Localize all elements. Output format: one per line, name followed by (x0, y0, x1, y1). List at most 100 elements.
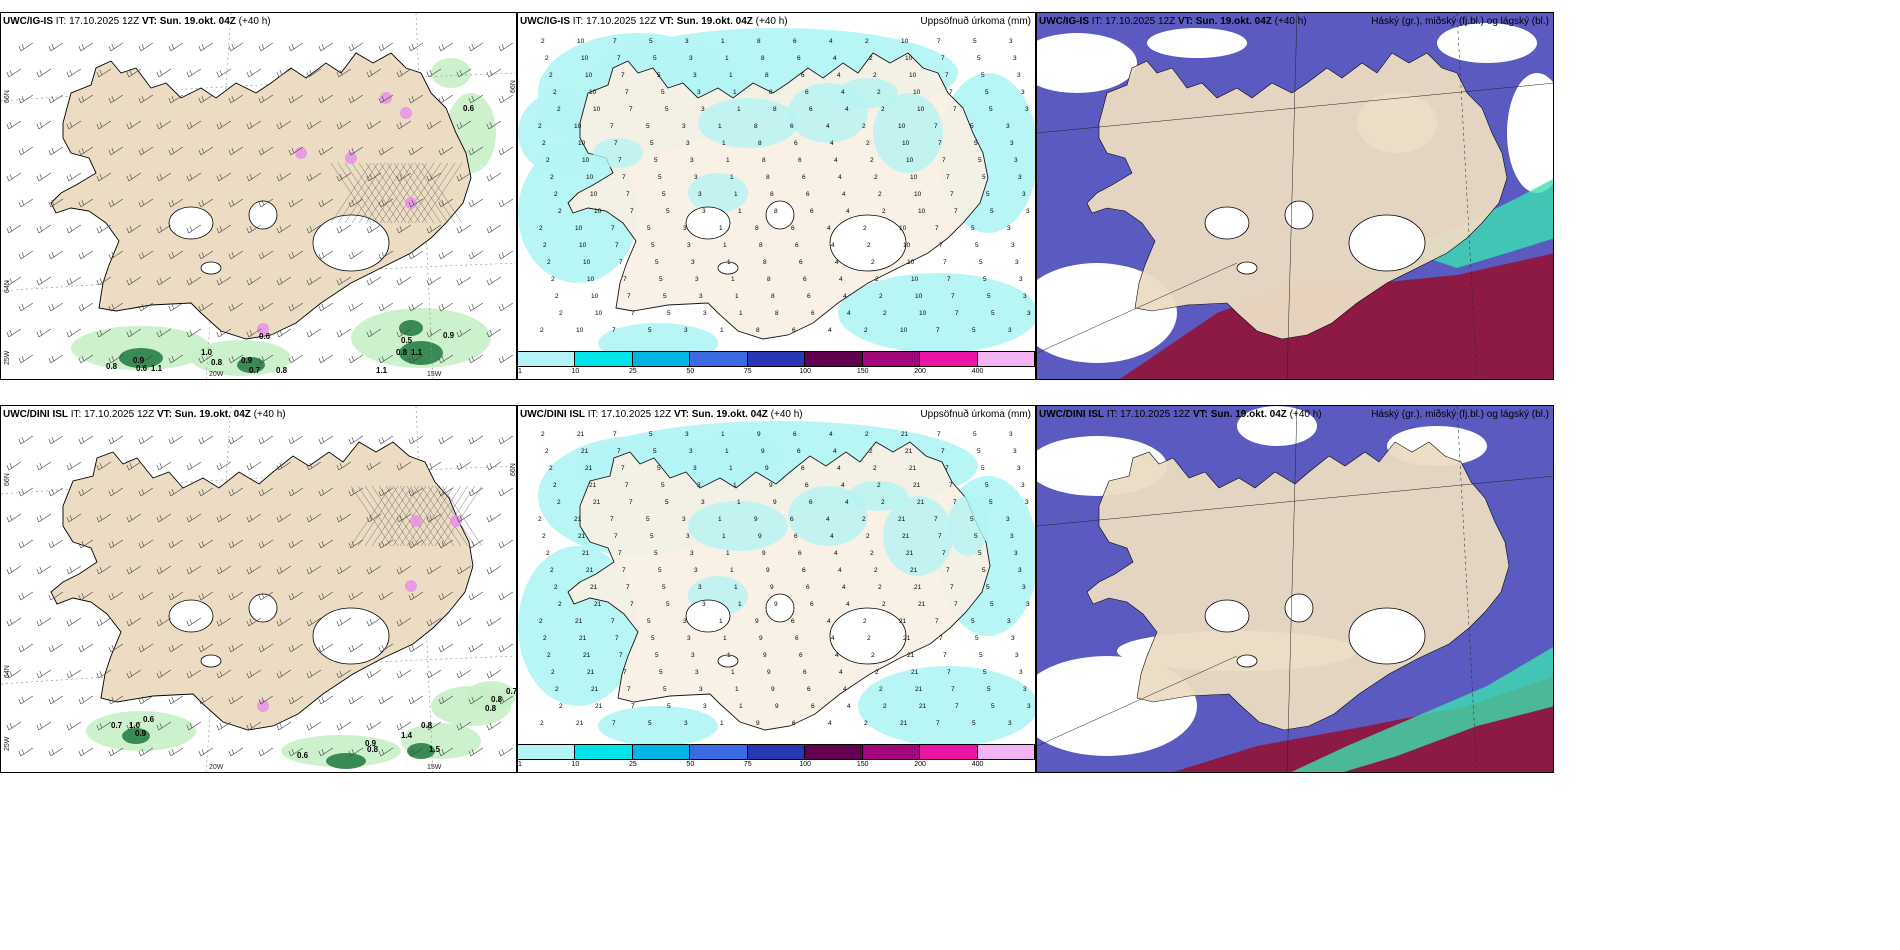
colorbar-tick-label: 150 (856, 368, 869, 375)
colorbar-bin (920, 352, 978, 366)
precip-amount-label: 7 (612, 720, 616, 727)
precip-amount-label: 5 (975, 635, 979, 642)
precip-amount-label: 2 (867, 242, 871, 249)
precip-amount-label: 2 (879, 686, 883, 693)
precip-amount-label: 5 (972, 327, 976, 334)
precip-amount-label: 2 (875, 276, 879, 283)
precip-amount-label: 5 (978, 550, 982, 557)
precip-amount-label: 7 (943, 652, 947, 659)
precip-amount-label: 4 (834, 550, 838, 557)
precip-amount-label: 9 (763, 652, 767, 659)
precip-amount-label: 10 (903, 242, 911, 249)
precip-amount-label: 5 (655, 259, 659, 266)
precip-amount-label: 5 (989, 499, 993, 506)
precip-amount-label: 6 (803, 669, 807, 676)
precip-amount-label: 10 (577, 38, 585, 45)
wind-panel-row2: UWC/DINI ISL IT: 17.10.2025 12Z VT: Sun.… (0, 405, 517, 773)
precip-amount-label: 3 (698, 584, 702, 591)
wind-value-label: 1.5 (429, 745, 441, 754)
precip-amount-label: 2 (559, 703, 563, 710)
precip-amount-label: 21 (918, 601, 926, 608)
precip-amount-label: 8 (761, 55, 765, 62)
precip-amount-label: 4 (847, 703, 851, 710)
precip-amount-label: 21 (589, 482, 597, 489)
vt-value: Sun. 19.okt. 04Z (676, 16, 753, 27)
precip-amount-label: 2 (871, 259, 875, 266)
precip-amount-label: 3 (1027, 703, 1031, 710)
precip-amount-label: 4 (843, 686, 847, 693)
precip-amount-label: 2 (867, 635, 871, 642)
precip-amount-label: 3 (1022, 584, 1026, 591)
precip-amount-label: 7 (629, 106, 633, 113)
precip-amount-label: 3 (685, 38, 689, 45)
precip-amount-label: 4 (841, 89, 845, 96)
precip-amount-label: 3 (1014, 550, 1018, 557)
precip-amount-label: 21 (591, 686, 599, 693)
panel-header: UWC/DINI ISL IT: 17.10.2025 12Z VT: Sun.… (3, 409, 512, 423)
it-label: IT: (587, 409, 599, 420)
precip-amount-label: 1 (719, 618, 723, 625)
precip-amount-label: 7 (614, 140, 618, 147)
precip-amount-label: 5 (987, 686, 991, 693)
precip-amount-label: 4 (826, 123, 830, 130)
precip-amount-label: 4 (845, 106, 849, 113)
model-name: UWC/IG-IS (3, 16, 53, 27)
precip-amount-label: 1 (733, 482, 737, 489)
precip-amount-label: 2 (866, 533, 870, 540)
precip-amount-label: 4 (841, 482, 845, 489)
precip-amount-label: 8 (763, 259, 767, 266)
precip-amount-label: 4 (829, 38, 833, 45)
precip-amount-label: 1 (722, 533, 726, 540)
it-label: IT: (572, 16, 584, 27)
precip-panel-row1: UWC/IG-IS IT: 17.10.2025 12Z VT: Sun. 19… (517, 12, 1036, 380)
precip-amount-label: 4 (846, 601, 850, 608)
precip-amount-label: 5 (985, 482, 989, 489)
precip-amount-label: 2 (559, 310, 563, 317)
precip-amount-label: 3 (1022, 191, 1026, 198)
precip-amount-label: 5 (972, 720, 976, 727)
wind-value-label: 1.0 (201, 348, 213, 357)
precip-amount-label: 5 (981, 465, 985, 472)
precip-amount-label: 21 (903, 635, 911, 642)
precip-amount-label: 3 (691, 652, 695, 659)
precip-amount-label: 5 (665, 499, 669, 506)
precip-amount-label: 10 (917, 106, 925, 113)
colorbar-bin (805, 352, 863, 366)
precip-amount-label: 5 (667, 310, 671, 317)
it-label: IT: (1106, 409, 1118, 420)
precip-amount-label: 10 (898, 123, 906, 130)
precip-amount-label: 5 (649, 38, 653, 45)
colorbar-tick-label: 1 (518, 368, 522, 375)
precip-amount-label: 10 (919, 310, 927, 317)
precip-amount-label: 5 (986, 191, 990, 198)
precip-amount-label: 21 (581, 448, 589, 455)
precip-amount-label: 8 (770, 191, 774, 198)
precip-amount-label: 9 (770, 584, 774, 591)
precip-amount-label: 8 (765, 72, 769, 79)
precip-amount-label: 5 (982, 567, 986, 574)
precip-amount-label: 7 (939, 242, 943, 249)
precip-title: Uppsöfnuð úrkoma (mm) (920, 16, 1031, 27)
precip-amount-label: 7 (626, 191, 630, 198)
lead-time: (+40 h) (1274, 16, 1307, 27)
precip-amount-label: 2 (546, 550, 550, 557)
precip-amount-label: 3 (686, 533, 690, 540)
colorbar-tick-label: 10 (571, 368, 580, 375)
precip-amount-label: 7 (615, 242, 619, 249)
precip-amount-label: 21 (906, 550, 914, 557)
precip-amount-label: 3 (699, 686, 703, 693)
precip-amount-label: 6 (799, 259, 803, 266)
precip-amount-label: 1 (729, 72, 733, 79)
wind-value-label: 0.8 (485, 704, 497, 713)
precip-amount-label: 2 (864, 327, 868, 334)
precip-amount-label: 2 (540, 327, 544, 334)
precip-amount-label: 6 (790, 123, 794, 130)
precip-amount-label: 2 (870, 157, 874, 164)
precip-amount-label: 21 (905, 448, 913, 455)
precip-amount-label: 2 (874, 567, 878, 574)
precip-amount-label: 2 (865, 38, 869, 45)
precip-amount-label: 6 (792, 327, 796, 334)
colorbar-bin (518, 352, 576, 366)
precip-amount-label: 10 (578, 140, 586, 147)
precip-amount-label: 5 (983, 669, 987, 676)
